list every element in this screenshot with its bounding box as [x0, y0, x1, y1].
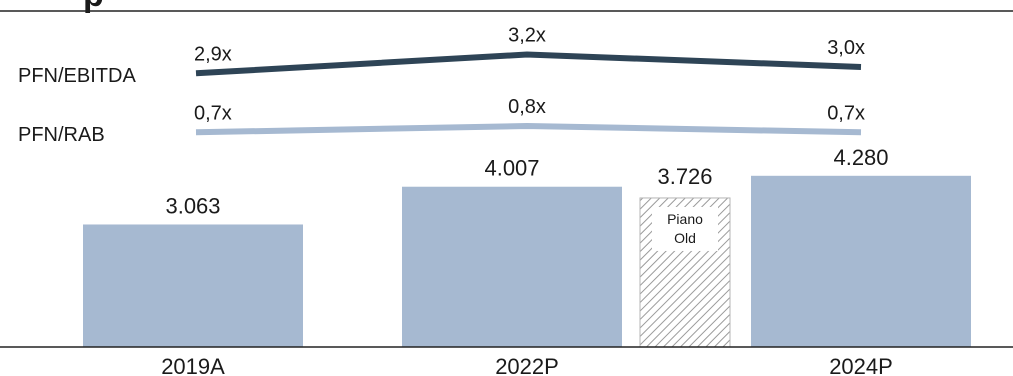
line-series	[195, 51, 862, 77]
line-value-label: 3,0x	[827, 37, 865, 59]
line-series	[195, 123, 862, 136]
line-value-label: 2,9x	[194, 43, 232, 65]
chart-marks: 2019A 2022P 2024P 3.063 4.007 4.280 3.726 Piano…	[83, 25, 971, 376]
x-tick-label: 2022P	[495, 354, 559, 376]
bar-value-label: 4.280	[833, 145, 888, 170]
line-value-label: 3,2x	[508, 25, 546, 47]
line-value-label: 0,7x	[194, 102, 232, 124]
bar-value-label: 4.007	[484, 156, 539, 181]
bar	[751, 175, 971, 347]
bar	[83, 224, 303, 347]
x-tick-label: 2019A	[161, 354, 225, 376]
bar-piano-old-value-label: 3.726	[657, 164, 712, 189]
bar	[402, 186, 622, 347]
bar-piano-old-label: Old	[674, 230, 696, 246]
bar-piano-old-label: Piano	[667, 211, 703, 227]
line-value-label: 0,8x	[508, 96, 546, 118]
x-tick-label: 2024P	[829, 354, 893, 376]
series-label-pfn-ebitda: PFN/EBITDA	[18, 65, 136, 87]
chart-title: p	[83, 0, 104, 14]
series-label-pfn-rab: PFN/RAB	[18, 124, 105, 146]
bar-value-label: 3.063	[165, 193, 220, 218]
bar-piano-old-label-box	[652, 206, 718, 251]
line-value-label: 0,7x	[827, 102, 865, 124]
